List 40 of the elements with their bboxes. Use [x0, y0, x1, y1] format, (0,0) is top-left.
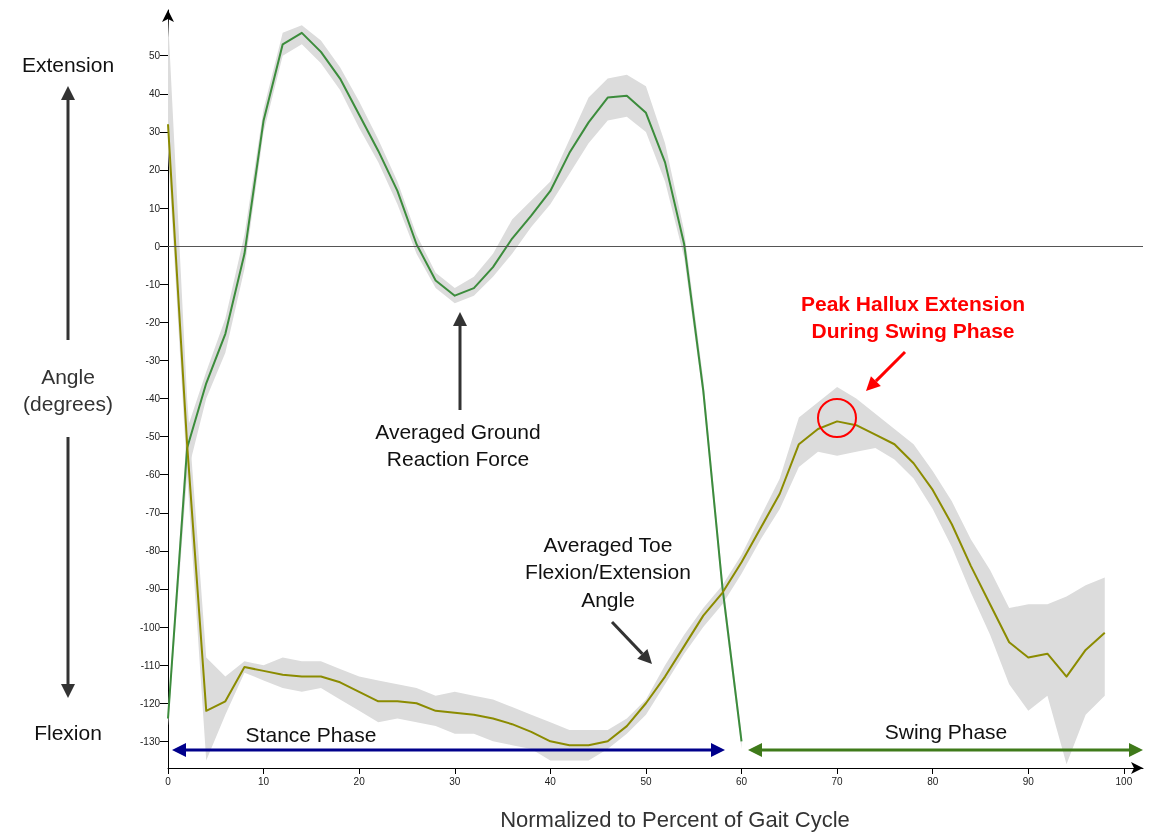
- x-tick-label: 90: [1022, 775, 1035, 787]
- y-tick-label: -10: [145, 278, 161, 290]
- text: Flexion: [34, 720, 102, 747]
- annotation: Stance Phase: [245, 722, 377, 749]
- annotation: Peak Hallux Extension During Swing Phase: [800, 290, 1026, 344]
- x-tick-label: 10: [258, 775, 270, 787]
- y-tick-label: 20: [148, 164, 161, 176]
- y-tick-label: 30: [148, 126, 161, 138]
- y-tick-label: -20: [145, 316, 161, 328]
- line-series: [167, 123, 1106, 747]
- x-tick-label: 0: [165, 775, 172, 787]
- y-tick-label: -70: [145, 507, 161, 519]
- x-tick-label: 60: [735, 775, 748, 787]
- y-axis-title: Angle (degrees): [23, 363, 113, 417]
- x-tick-label: 80: [927, 775, 939, 787]
- y-tick-label: 40: [148, 88, 161, 100]
- y-tick-label: -90: [145, 583, 161, 595]
- y-tick-label: 50: [148, 50, 161, 62]
- x-tick-label: 40: [544, 775, 557, 787]
- x-tick-label: 20: [353, 775, 366, 787]
- y-tick-label: -100: [139, 621, 161, 633]
- y-tick-label: -130: [139, 735, 161, 747]
- x-tick-label: 50: [640, 775, 652, 787]
- x-tick-label: 100: [1115, 775, 1133, 787]
- annotation: Averaged Toe Flexion/Extension Angle: [525, 532, 691, 613]
- x-tick-label: 70: [831, 775, 844, 787]
- y-tick-label: 0: [154, 240, 161, 252]
- text: Extension: [21, 52, 115, 79]
- x-axis-title: Normalized to Percent of Gait Cycle: [500, 805, 850, 834]
- annotation: Swing Phase: [884, 719, 1008, 746]
- y-tick-label: 10: [148, 202, 161, 214]
- y-tick-label: -80: [145, 545, 161, 557]
- y-tick-label: -120: [139, 697, 161, 709]
- y-tick-label: -30: [145, 354, 161, 366]
- annotation: Averaged Ground Reaction Force: [375, 418, 541, 472]
- y-tick-label: -110: [140, 659, 161, 671]
- y-tick-label: -60: [145, 469, 161, 481]
- y-tick-label: -50: [145, 431, 161, 443]
- y-tick-label: -40: [145, 393, 161, 405]
- x-tick-label: 30: [449, 775, 461, 787]
